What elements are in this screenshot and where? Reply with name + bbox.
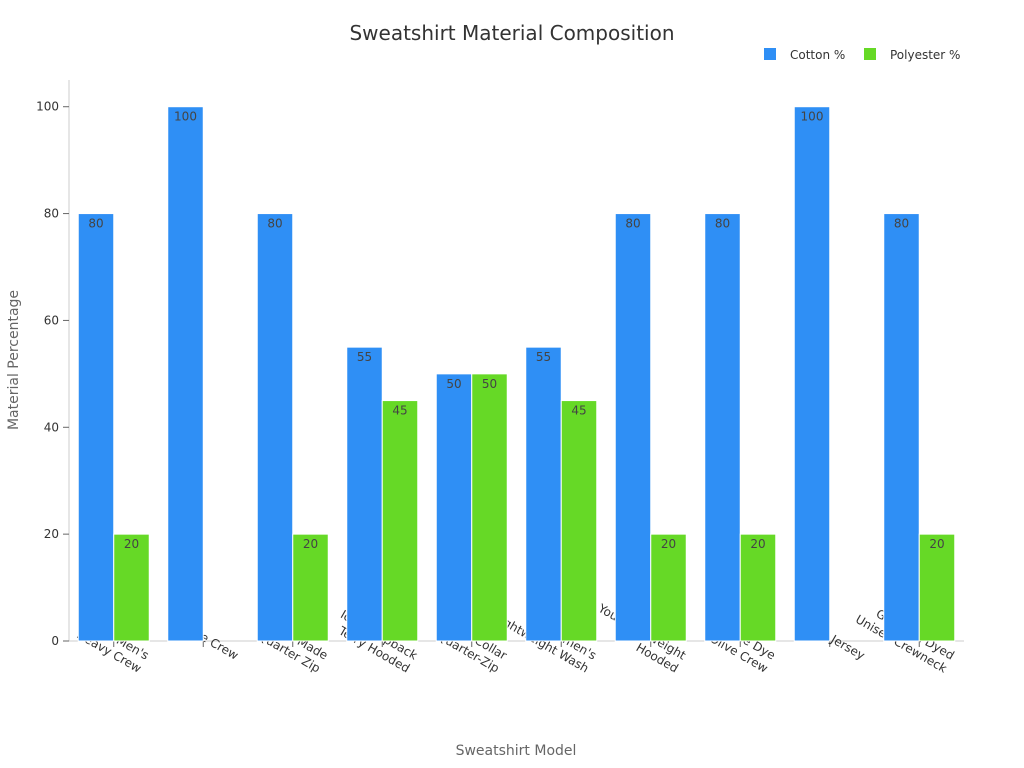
y-tick-label: 60 bbox=[44, 313, 59, 327]
bar-value-label: 20 bbox=[750, 537, 765, 551]
bar-polyester bbox=[381, 400, 419, 642]
bar-polyester bbox=[650, 533, 687, 642]
bar-polyester bbox=[471, 373, 508, 642]
bar-value-label: 80 bbox=[267, 217, 282, 231]
bar-value-label: 50 bbox=[446, 377, 461, 391]
bar-value-label: 50 bbox=[482, 377, 497, 391]
bar-cotton bbox=[167, 106, 204, 642]
bar-value-label: 80 bbox=[88, 217, 103, 231]
y-tick-label: 0 bbox=[51, 634, 59, 648]
legend: Cotton % Polyester % bbox=[764, 48, 960, 62]
bar-polyester bbox=[292, 533, 329, 642]
y-tick-label: 20 bbox=[44, 527, 59, 541]
bar-cotton bbox=[435, 373, 473, 642]
legend-swatch bbox=[764, 48, 776, 60]
y-tick-label: 40 bbox=[44, 420, 59, 434]
bar-value-label: 80 bbox=[894, 217, 909, 231]
y-axis: 0 20 40 60 80 100 bbox=[36, 80, 70, 648]
bar-value-label: 20 bbox=[124, 537, 139, 551]
bar-cotton bbox=[77, 213, 115, 642]
bar-polyester bbox=[739, 533, 777, 642]
bar-value-label: 20 bbox=[303, 537, 318, 551]
bar-value-label: 100 bbox=[174, 110, 197, 124]
bar-polyester bbox=[113, 533, 150, 642]
bar-value-label: 55 bbox=[357, 350, 372, 364]
bar-value-label: 100 bbox=[801, 110, 824, 124]
bar-value-label: 80 bbox=[625, 217, 640, 231]
x-axis-title: Sweatshirt Model bbox=[456, 743, 577, 759]
chart-title: Sweatshirt Material Composition bbox=[349, 21, 674, 45]
bar-value-label: 55 bbox=[536, 350, 551, 364]
bar-cotton bbox=[793, 106, 831, 642]
bar-value-label: 45 bbox=[392, 404, 407, 418]
bar-cotton bbox=[346, 346, 383, 642]
legend-label: Cotton % bbox=[790, 48, 845, 62]
bar-cotton bbox=[704, 213, 741, 642]
bar-value-label: 20 bbox=[929, 537, 944, 551]
bar-value-label: 20 bbox=[661, 537, 676, 551]
bar-polyester bbox=[560, 400, 598, 642]
bar-cotton bbox=[883, 213, 920, 642]
y-axis-title: Material Percentage bbox=[6, 290, 22, 430]
y-tick-label: 80 bbox=[44, 207, 59, 221]
bar-polyester bbox=[918, 533, 956, 642]
bar-cotton bbox=[525, 346, 562, 642]
bar-cotton bbox=[256, 213, 294, 642]
bar-value-label: 45 bbox=[571, 404, 586, 418]
legend-swatch bbox=[864, 48, 876, 60]
bar-value-label: 80 bbox=[715, 217, 730, 231]
bar-cotton bbox=[614, 213, 652, 642]
y-tick-label: 100 bbox=[36, 100, 59, 114]
bars: 80 20 100 80 20 55 45 50 50 55 45 80 20 80 20 100 80 20 bbox=[77, 106, 956, 642]
legend-label: Polyester % bbox=[890, 48, 960, 62]
